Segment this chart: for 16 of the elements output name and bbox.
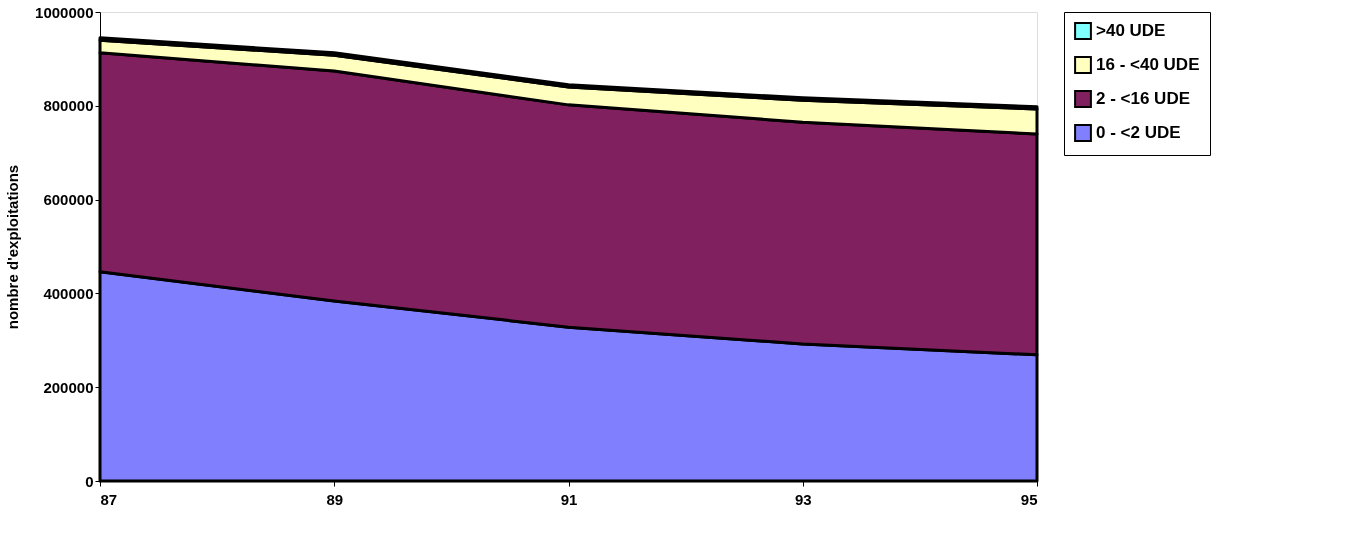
- legend-label: 0 - <2 UDE: [1096, 123, 1181, 142]
- y-tick-label: 400000: [43, 284, 94, 302]
- x-tick-label: 91: [560, 490, 578, 508]
- legend-label: 2 - <16 UDE: [1096, 89, 1191, 108]
- legend-label: >40 UDE: [1096, 21, 1166, 40]
- legend-label: 16 - <40 UDE: [1096, 55, 1200, 74]
- y-tick-label: 1000000: [35, 3, 94, 21]
- y-tick-label: 800000: [43, 97, 94, 115]
- x-tick-label: 87: [100, 490, 118, 508]
- y-axis-title: nombre d'exploitations: [4, 164, 22, 330]
- y-tick-label: 600000: [43, 191, 94, 209]
- x-tick-label: 93: [794, 490, 812, 508]
- y-tick-label: 0: [85, 472, 94, 490]
- x-tick-label: 95: [1020, 490, 1038, 508]
- y-tick-label: 200000: [43, 378, 94, 396]
- x-tick-label: 89: [326, 490, 344, 508]
